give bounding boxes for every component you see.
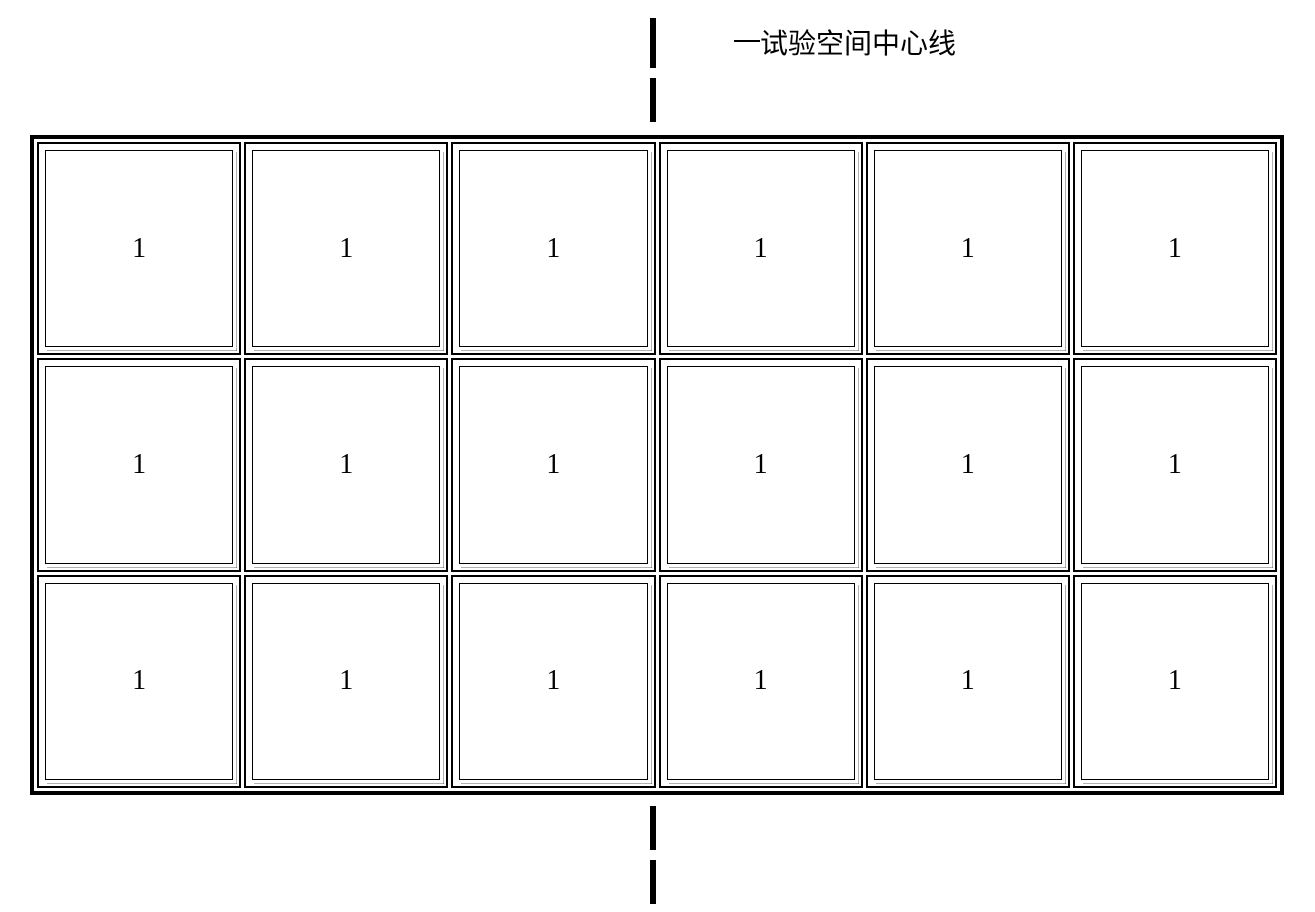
- grid-cell: 1: [1073, 575, 1277, 788]
- cell-label: 1: [961, 233, 975, 265]
- grid-cell-inner: 1: [459, 583, 647, 780]
- cell-label: 1: [546, 233, 560, 265]
- grid-cell-inner: 1: [459, 366, 647, 563]
- cell-shadow: [254, 567, 444, 568]
- cell-label: 1: [132, 449, 146, 481]
- grid-cell-inner: 1: [667, 150, 855, 347]
- grid-cell: 1: [37, 142, 241, 355]
- cell-label: 1: [1168, 665, 1182, 697]
- grid-cell-inner: 1: [252, 366, 440, 563]
- grid-cell: 1: [866, 142, 1070, 355]
- grid-cell: 1: [451, 575, 655, 788]
- grid-frame: 1 1 1 1 1 1 1 1 1 1 1 1 1 1 1 1 1 1: [30, 135, 1284, 795]
- cell-shadow: [1065, 585, 1066, 784]
- cell-label: 1: [132, 665, 146, 697]
- grid-cell-inner: 1: [874, 366, 1062, 563]
- cell-shadow: [858, 585, 859, 784]
- cell-shadow: [443, 152, 444, 351]
- grid-cell: 1: [866, 358, 1070, 571]
- cell-shadow: [1272, 152, 1273, 351]
- cell-shadow: [858, 152, 859, 351]
- cell-shadow: [254, 783, 444, 784]
- grid-cell-inner: 1: [874, 583, 1062, 780]
- grid-cell-inner: 1: [1081, 366, 1269, 563]
- cell-label: 1: [339, 449, 353, 481]
- cell-shadow: [876, 783, 1066, 784]
- grid-cell: 1: [1073, 358, 1277, 571]
- grid-cell: 1: [451, 142, 655, 355]
- cell-shadow: [47, 350, 237, 351]
- grid-cell-inner: 1: [1081, 583, 1269, 780]
- cell-shadow: [1083, 567, 1273, 568]
- cell-label: 1: [1168, 449, 1182, 481]
- cell-shadow: [443, 585, 444, 784]
- cell-shadow: [1083, 350, 1273, 351]
- cell-shadow: [876, 567, 1066, 568]
- centerline-dash: [650, 806, 656, 850]
- leader-line: [734, 40, 760, 42]
- grid-cell-inner: 1: [252, 150, 440, 347]
- grid-cell-inner: 1: [45, 150, 233, 347]
- cell-shadow: [669, 783, 859, 784]
- grid-cell: 1: [37, 358, 241, 571]
- cell-label: 1: [546, 449, 560, 481]
- grid-cell: 1: [659, 358, 863, 571]
- grid-cell-inner: 1: [459, 150, 647, 347]
- cell-shadow: [236, 368, 237, 567]
- cell-shadow: [236, 152, 237, 351]
- cell-shadow: [876, 350, 1066, 351]
- grid-cell-inner: 1: [667, 366, 855, 563]
- cell-label: 1: [754, 449, 768, 481]
- cell-label: 1: [1168, 233, 1182, 265]
- grid-cell-inner: 1: [1081, 150, 1269, 347]
- grid-cell: 1: [659, 142, 863, 355]
- cell-shadow: [1083, 783, 1273, 784]
- grid-cell: 1: [244, 358, 448, 571]
- centerline-label: 试验空间中心线: [760, 22, 956, 62]
- grid-cell-inner: 1: [45, 366, 233, 563]
- grid-inner: 1 1 1 1 1 1 1 1 1 1 1 1 1 1 1 1 1 1: [34, 139, 1280, 791]
- cell-shadow: [1272, 368, 1273, 567]
- grid-cell-inner: 1: [45, 583, 233, 780]
- cell-shadow: [1065, 152, 1066, 351]
- cell-shadow: [651, 152, 652, 351]
- cell-label: 1: [132, 233, 146, 265]
- grid-cell: 1: [659, 575, 863, 788]
- cell-shadow: [1272, 585, 1273, 784]
- centerline-dash: [650, 78, 656, 122]
- grid-cell: 1: [1073, 142, 1277, 355]
- grid-cell-inner: 1: [667, 583, 855, 780]
- cell-shadow: [461, 350, 651, 351]
- cell-shadow: [443, 368, 444, 567]
- cell-label: 1: [754, 233, 768, 265]
- cell-shadow: [236, 585, 237, 784]
- cell-label: 1: [754, 665, 768, 697]
- cell-label: 1: [339, 233, 353, 265]
- cell-shadow: [461, 783, 651, 784]
- cell-label: 1: [961, 449, 975, 481]
- grid-cell: 1: [244, 575, 448, 788]
- cell-shadow: [651, 368, 652, 567]
- cell-shadow: [47, 783, 237, 784]
- grid-cell-inner: 1: [874, 150, 1062, 347]
- cell-label: 1: [339, 665, 353, 697]
- cell-shadow: [1065, 368, 1066, 567]
- cell-shadow: [47, 567, 237, 568]
- cell-label: 1: [961, 665, 975, 697]
- centerline-dash: [650, 18, 656, 68]
- grid-cell: 1: [37, 575, 241, 788]
- cell-shadow: [651, 585, 652, 784]
- grid-cell: 1: [244, 142, 448, 355]
- cell-shadow: [461, 567, 651, 568]
- cell-shadow: [669, 350, 859, 351]
- cell-label: 1: [546, 665, 560, 697]
- grid-cell: 1: [866, 575, 1070, 788]
- cell-shadow: [858, 368, 859, 567]
- cell-shadow: [254, 350, 444, 351]
- grid-cell-inner: 1: [252, 583, 440, 780]
- cell-shadow: [669, 567, 859, 568]
- grid-cell: 1: [451, 358, 655, 571]
- centerline-dash: [650, 860, 656, 904]
